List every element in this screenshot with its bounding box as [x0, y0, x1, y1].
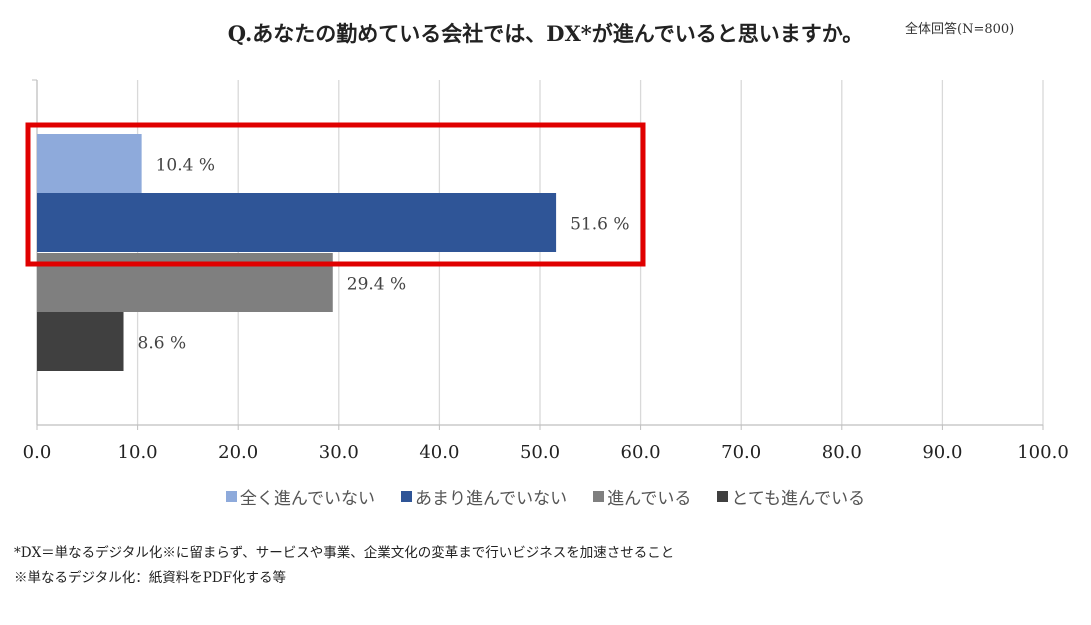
legend-swatch: [717, 491, 729, 502]
x-tick-label: 80.0: [822, 442, 862, 463]
chart-subtitle: 全体回答(N=800): [905, 22, 1015, 37]
legend-label: 全く進んでいない: [239, 489, 376, 509]
x-tick-label: 40.0: [419, 442, 459, 463]
legend-item: 全く進んでいない: [225, 484, 376, 509]
x-tick-label: 20.0: [218, 442, 258, 463]
x-tick-label: 50.0: [520, 442, 560, 463]
legend-item: あまり進んでいない: [401, 484, 567, 509]
data-label: 10.4 %: [156, 156, 215, 176]
highlight-box: [25, 122, 646, 267]
legend-item: とても進んでいる: [717, 484, 865, 509]
data-label: 51.6 %: [570, 215, 629, 235]
chart-title: Q.あなたの勤めている会社では、DX*が進んでいると思いますか。: [227, 21, 864, 46]
x-tick-label: 100.0: [1017, 442, 1069, 463]
data-label: 29.4 %: [347, 275, 406, 295]
legend-label: 進んでいる: [607, 489, 692, 509]
x-tick-label: 10.0: [118, 442, 158, 463]
legend-swatch: [401, 491, 413, 502]
bar: [37, 193, 557, 252]
x-tick-label: 0.0: [23, 442, 52, 463]
legend-label: あまり進んでいない: [415, 489, 568, 509]
bar-chart: 0.0 10.0 20.0 30.0 40.0 50.0 60.0 70.0 80.0 90.0 1…: [23, 79, 1069, 463]
x-tick-label: 70.0: [721, 442, 761, 463]
bar: [37, 312, 124, 371]
data-label: 8.6 %: [138, 334, 187, 354]
legend-swatch: [593, 491, 605, 502]
legend-swatch: [225, 491, 237, 502]
legend: 全く進んでいない あまり進んでいない 進んでいる とても進んでいる: [0, 484, 1091, 509]
footnote-digitalization: ※単なるデジタル化：紙資料をPDF化する等: [14, 570, 287, 586]
legend-item: 進んでいる: [593, 484, 691, 509]
bar: [37, 134, 142, 193]
x-tick-label: 90.0: [922, 442, 962, 463]
x-tick-label: 30.0: [319, 442, 359, 463]
footnote-dx: *DX＝単なるデジタル化※に留まらず、サービスや事業、企業文化の変革まで行いビジ…: [14, 545, 675, 561]
x-tick-label: 60.0: [621, 442, 661, 463]
legend-label: とても進んでいる: [731, 489, 866, 509]
